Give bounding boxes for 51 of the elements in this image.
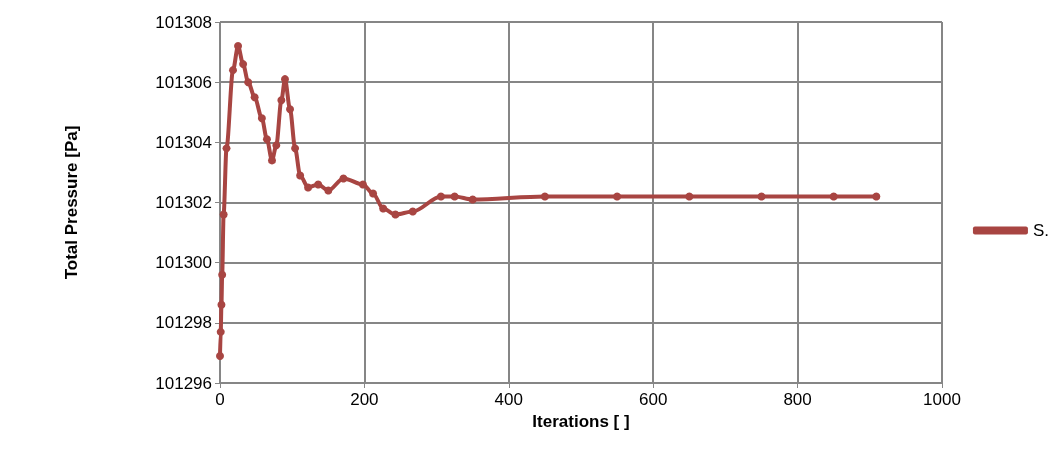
y-tick-label: 101298	[155, 313, 212, 333]
point	[391, 210, 400, 219]
y-tick-label: 101302	[155, 193, 212, 212]
point	[250, 93, 259, 102]
x-tick-label: 200	[350, 390, 379, 409]
y-axis-title: Total Pressure [Pa]	[62, 125, 81, 280]
legend-label: S.	[1032, 221, 1049, 240]
point	[358, 180, 367, 189]
point	[314, 180, 323, 189]
x-tick-label: 0	[215, 390, 225, 409]
point	[450, 192, 459, 201]
point	[217, 300, 226, 309]
point	[829, 192, 838, 201]
point	[757, 192, 766, 201]
point	[304, 183, 313, 192]
x-tick-label: 400	[494, 390, 523, 409]
point	[286, 105, 295, 114]
point	[222, 144, 231, 153]
point	[436, 192, 445, 201]
y-tick-label: 101296	[155, 373, 212, 393]
y-tick-label: 101300	[155, 253, 212, 273]
point	[216, 351, 224, 360]
point	[379, 204, 388, 213]
point	[468, 195, 477, 204]
point	[296, 171, 305, 180]
point	[872, 192, 881, 201]
point	[613, 192, 622, 201]
point	[408, 207, 417, 216]
point	[229, 66, 237, 75]
y-tick-label: 101304	[155, 132, 212, 152]
point	[239, 60, 248, 69]
point	[262, 135, 271, 144]
x-axis-title: Iterations [ ]	[532, 411, 630, 431]
point	[244, 78, 253, 87]
point	[219, 210, 228, 219]
y-tick-label: 101308	[155, 12, 212, 32]
x-tick-label: 1000	[923, 390, 961, 409]
y-tick-label: 101306	[155, 72, 212, 92]
point	[272, 141, 281, 150]
point	[685, 192, 694, 201]
point	[540, 192, 549, 201]
point	[339, 174, 348, 183]
point	[218, 270, 227, 279]
x-tick-label: 800	[783, 390, 812, 409]
point	[216, 327, 225, 336]
point	[277, 96, 286, 105]
x-tick-label: 600	[639, 390, 668, 409]
point	[324, 186, 333, 195]
point	[257, 114, 266, 123]
point	[369, 189, 378, 198]
point	[291, 144, 300, 153]
